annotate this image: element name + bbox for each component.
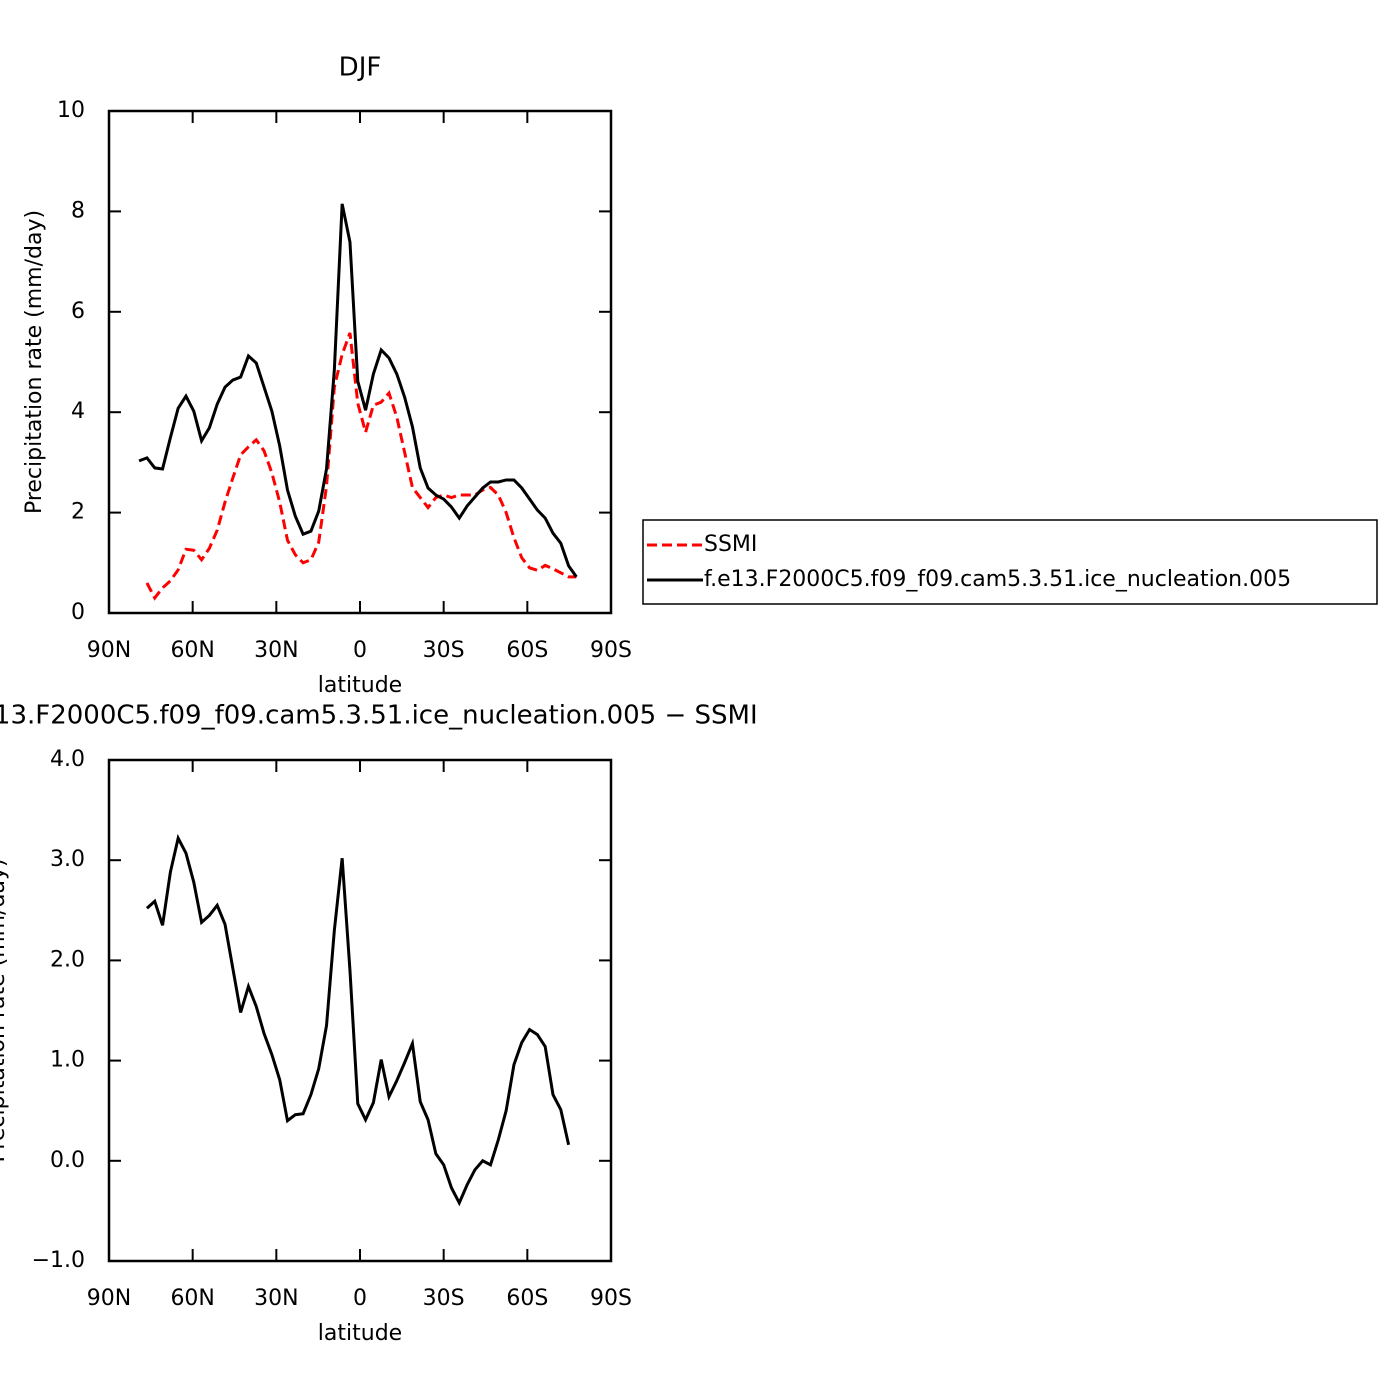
plot-frame [107, 758, 613, 1263]
y-tick-label: 6 [71, 299, 85, 324]
x-axis-label: latitude [318, 1321, 402, 1346]
y-tick-label: 2 [71, 500, 85, 525]
data-line [145, 332, 577, 601]
y-tick-label: 0.0 [50, 1148, 85, 1173]
x-tick-label: 60S [506, 638, 548, 663]
legend-label: SSMI [704, 532, 757, 557]
x-tick-label: 30N [254, 638, 298, 663]
y-tick-label: 2.0 [50, 947, 85, 972]
x-tick-label: 0 [353, 638, 367, 663]
y-tick-label: 8 [71, 198, 85, 223]
x-tick-label: 30S [423, 638, 465, 663]
x-tick-label: 90S [590, 638, 632, 663]
data-line [138, 203, 578, 578]
legend-label: f.e13.F2000C5.f09_f09.cam5.3.51.ice_nucl… [704, 567, 1291, 592]
x-tick-label: 90S [590, 1286, 632, 1311]
y-axis-label: Precipitation rate (mm/day) [22, 210, 47, 514]
legend-box [642, 519, 1378, 605]
x-tick-label: 60N [170, 1286, 214, 1311]
y-axis-label: Precipitation rate (mm/day) [0, 858, 10, 1162]
x-tick-label: 60S [506, 1286, 548, 1311]
x-tick-label: 30S [423, 1286, 465, 1311]
x-axis-label: latitude [318, 673, 402, 698]
y-tick-label: 10 [57, 98, 85, 123]
chart-panel: f.e13.F2000C5.f09_f09.cam5.3.51.ice_nucl… [0, 701, 758, 1347]
y-tick-label: 3.0 [50, 847, 85, 872]
legend: SSMI f.e13.F2000C5.f09_f09.cam5.3.51.ice_… [642, 519, 1378, 605]
plot-frame [107, 109, 613, 615]
x-tick-label: 90N [87, 1286, 131, 1311]
chart-panel: DJF latitude Precipitation rate (mm/day) 90… [22, 53, 1378, 698]
x-tick-label: 60N [170, 638, 214, 663]
y-tick-label: 4 [71, 399, 85, 424]
x-tick-label: 0 [353, 1286, 367, 1311]
y-tick-label: 1.0 [50, 1048, 85, 1073]
data-line [145, 833, 571, 1207]
y-tick-label: 4.0 [50, 747, 85, 772]
x-tick-label: 90N [87, 638, 131, 663]
y-tick-label: −1.0 [32, 1248, 85, 1273]
chart-title: DJF [339, 53, 382, 83]
y-tick-label: 0 [71, 600, 85, 625]
chart-title: f.e13.F2000C5.f09_f09.cam5.3.51.ice_nucl… [0, 701, 758, 731]
x-tick-label: 30N [254, 1286, 298, 1311]
